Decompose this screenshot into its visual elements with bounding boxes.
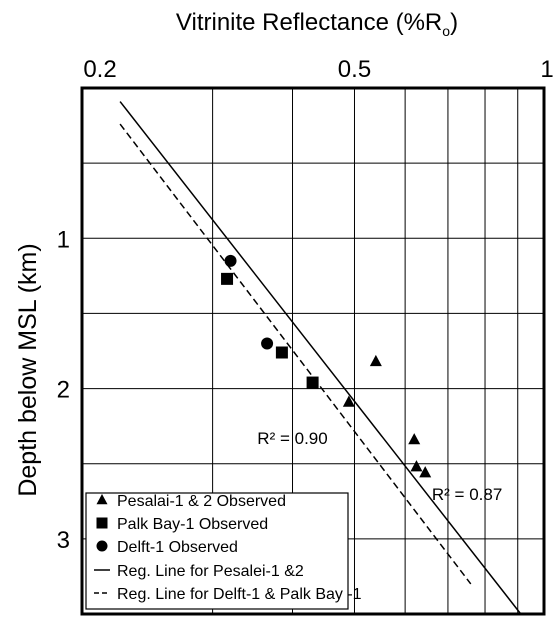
- r-squared-label: R² = 0.87: [432, 485, 502, 504]
- y-axis-title: Depth below MSL (km): [14, 243, 42, 496]
- y-tick-label: 2: [57, 377, 70, 404]
- x-tick-label: 1: [540, 56, 553, 83]
- y-tick-label: 1: [57, 226, 70, 253]
- square-point: [306, 376, 319, 389]
- circle-point: [224, 254, 237, 267]
- r-squared-label: R² = 0.90: [257, 429, 327, 448]
- x-axis-title: Vitrinite Reflectance (%Ro): [176, 9, 458, 39]
- triangle-point: [342, 395, 355, 407]
- data-points: [221, 254, 432, 478]
- x-tick-label: 0.2: [83, 56, 116, 83]
- circle-point: [261, 337, 274, 350]
- legend-circle-swatch: [96, 540, 108, 552]
- x-tick-label: 0.5: [338, 56, 371, 83]
- legend-square-swatch: [96, 517, 108, 529]
- triangle-point: [408, 433, 421, 445]
- y-tick-label: 3: [57, 527, 70, 554]
- legend-label: Reg. Line for Pesalei-1 &2: [117, 563, 304, 580]
- triangle-point: [419, 466, 432, 478]
- regression-line-delft-palkbay: [119, 123, 472, 585]
- annotations: R² = 0.90 R² = 0.87: [257, 429, 502, 504]
- regression-lines: [119, 101, 522, 615]
- triangle-point: [369, 354, 382, 367]
- triangle-point: [410, 460, 423, 472]
- legend-background: [85, 492, 349, 610]
- plot-frame: [80, 86, 546, 616]
- legend-label: Reg. Line for Delft-1 & Palk Bay -1: [117, 586, 362, 603]
- legend-label: Palk Bay-1 Observed: [117, 516, 268, 533]
- legend-label: Pesalai-1 & 2 Observed: [117, 493, 286, 510]
- legend-label: Delft-1 Observed: [117, 539, 238, 556]
- legend: Pesalai-1 & 2 Observed Palk Bay-1 Observe…: [85, 492, 362, 610]
- square-point: [275, 346, 288, 359]
- regression-line-pesalai: [119, 101, 522, 615]
- tick-labels: 0.2 0.5 1 1 2 3: [57, 56, 554, 554]
- legend-triangle-swatch: [96, 493, 108, 505]
- square-point: [221, 272, 234, 285]
- legend-items: Pesalai-1 & 2 Observed Palk Bay-1 Observe…: [94, 493, 362, 603]
